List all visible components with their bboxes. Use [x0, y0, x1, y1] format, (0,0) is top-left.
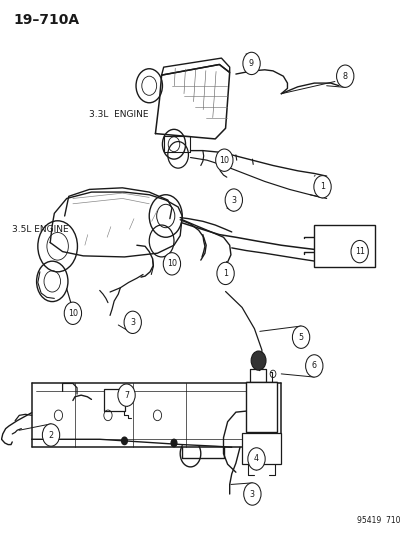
Circle shape	[247, 448, 265, 470]
Text: 10: 10	[68, 309, 78, 318]
Bar	[246, 382, 276, 432]
Circle shape	[292, 326, 309, 349]
Text: 19–710A: 19–710A	[13, 13, 79, 27]
Text: 3: 3	[231, 196, 236, 205]
Circle shape	[163, 253, 180, 275]
Circle shape	[242, 52, 260, 75]
Text: 3: 3	[130, 318, 135, 327]
Text: 3: 3	[249, 489, 254, 498]
Text: 9: 9	[248, 59, 254, 68]
Circle shape	[350, 240, 368, 263]
Text: 4: 4	[254, 455, 259, 463]
Bar	[104, 389, 125, 411]
Circle shape	[216, 262, 234, 285]
Circle shape	[124, 311, 141, 334]
Circle shape	[215, 149, 233, 171]
Circle shape	[313, 175, 330, 198]
Text: 95419  710: 95419 710	[356, 516, 400, 526]
Circle shape	[336, 65, 353, 87]
Circle shape	[251, 351, 266, 370]
Text: 11: 11	[354, 247, 364, 256]
Circle shape	[121, 437, 127, 445]
Text: 5: 5	[298, 333, 303, 342]
Circle shape	[225, 189, 242, 211]
Bar	[242, 433, 280, 464]
Text: 10: 10	[219, 156, 229, 165]
Text: 10: 10	[166, 260, 176, 268]
Text: 3.5L ENGINE: 3.5L ENGINE	[12, 225, 69, 234]
Text: 3.3L  ENGINE: 3.3L ENGINE	[89, 110, 149, 119]
Text: 8: 8	[342, 71, 347, 80]
Circle shape	[42, 424, 59, 446]
Circle shape	[64, 302, 81, 325]
Text: 1: 1	[319, 182, 324, 191]
Circle shape	[305, 355, 322, 377]
Text: 1: 1	[223, 269, 228, 278]
Text: 2: 2	[48, 431, 53, 440]
Circle shape	[118, 384, 135, 406]
Text: 6: 6	[311, 361, 316, 370]
Bar	[313, 225, 375, 266]
Circle shape	[171, 439, 176, 447]
Circle shape	[243, 483, 261, 505]
Text: 7: 7	[123, 391, 129, 400]
